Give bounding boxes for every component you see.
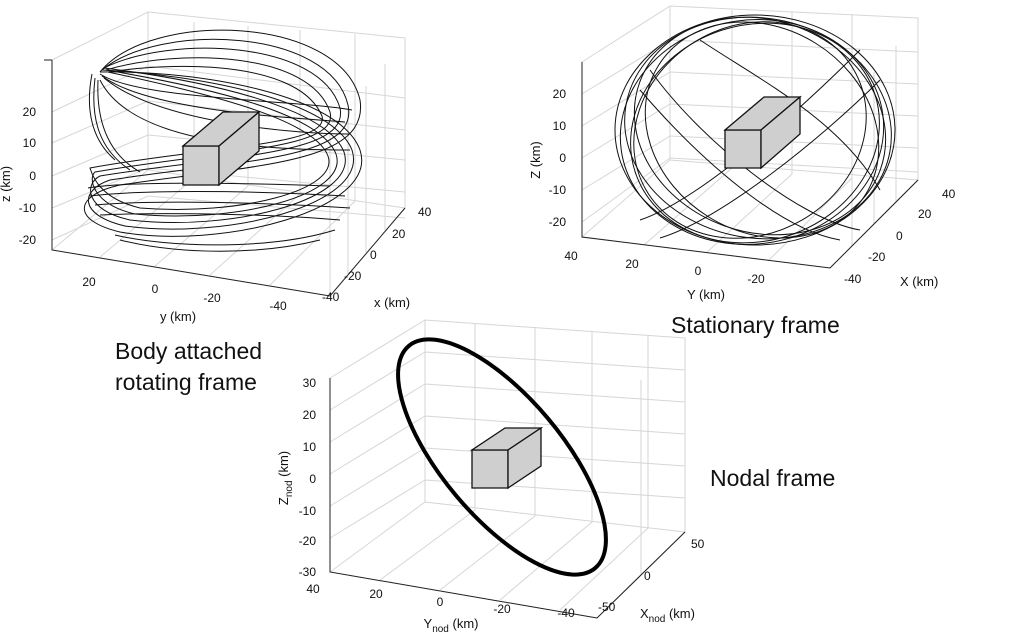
caption-stationary-frame: Stationary frame	[671, 310, 840, 341]
tick-label: 40	[942, 187, 956, 201]
tick-label: 20	[553, 87, 567, 101]
tick-label: 20	[369, 587, 383, 601]
tick-label: -20	[19, 233, 37, 247]
tick-label: 20	[392, 227, 406, 241]
panel-stationary-box	[723, 95, 802, 170]
axis-label-x: Xnod (km)	[640, 606, 695, 625]
panel-body-z-ticks: 20 10 0 -10 -20	[19, 105, 37, 247]
panel-nodal-x-ticks: 50 0 -50	[598, 537, 705, 614]
caption-line: Body attached	[115, 338, 263, 364]
tick-label: -40	[269, 299, 287, 313]
panel-body-axes	[44, 59, 406, 297]
axis-label-z: Znod (km)	[276, 451, 295, 505]
tick-label: 40	[418, 205, 432, 219]
panel-nodal-z-ticks: 30 20 10 0 -10 -20 -30	[299, 376, 317, 579]
axis-label-x: X (km)	[900, 274, 938, 289]
caption-line: Nodal frame	[710, 465, 836, 491]
panel-stationary-y-ticks: 40 20 0 -20	[564, 249, 765, 286]
tick-label: 40	[564, 249, 578, 263]
panel-stationary-x-ticks: 40 20 0 -20 -40	[844, 187, 956, 286]
tick-label: -20	[493, 602, 511, 616]
tick-label: 20	[303, 408, 317, 422]
tick-label: 40	[306, 582, 320, 596]
tick-label: -40	[557, 606, 575, 620]
panel-stationary-z-ticks: 20 10 0 -10 -20	[549, 87, 567, 229]
panel-body-box	[181, 110, 261, 187]
tick-label: 50	[691, 537, 705, 551]
tick-label: 10	[303, 440, 317, 454]
panel-stationary-axes	[581, 62, 919, 269]
panel-body-y-ticks: 20 0 -20 -40	[82, 275, 287, 313]
tick-label: -40	[844, 272, 862, 286]
axis-label-z: Z (km)	[528, 141, 543, 179]
nodal-orbit	[396, 337, 608, 577]
panel-nodal-axes	[329, 378, 686, 619]
tick-label: 20	[918, 207, 932, 221]
tick-label: -10	[299, 504, 317, 518]
tick-label: 0	[437, 595, 444, 609]
tick-label: -30	[299, 565, 317, 579]
tick-label: 0	[309, 472, 316, 486]
caption-body-frame: Body attached rotating frame	[115, 336, 262, 398]
panel-body-x-ticks: 40 20 0 -20 -40	[322, 205, 432, 304]
panel-nodal-frame: 30 20 10 0 -10 -20 -30 Znod (km) 50 0 -5…	[276, 319, 705, 635]
tick-label: -50	[598, 600, 616, 614]
tick-label: -20	[868, 250, 886, 264]
axis-label-z: z (km)	[0, 166, 13, 202]
axis-label-x: x (km)	[374, 295, 410, 310]
axis-label-y: Y (km)	[687, 287, 725, 302]
panel-stationary-frame: 20 10 0 -10 -20 Z (km) 40 20 0 -20 -40 X…	[528, 5, 956, 302]
caption-line: Stationary frame	[671, 312, 840, 338]
tick-label: -40	[322, 290, 340, 304]
tick-label: 0	[559, 151, 566, 165]
panel-nodal-box	[469, 426, 544, 490]
tick-label: 0	[695, 264, 702, 278]
tick-label: 20	[82, 275, 96, 289]
tick-label: -20	[203, 291, 221, 305]
panel-nodal-grid	[329, 319, 686, 619]
tick-label: 0	[29, 169, 36, 183]
caption-line: rotating frame	[115, 369, 257, 395]
tick-label: 10	[553, 119, 567, 133]
tick-label: 20	[23, 105, 37, 119]
tick-label: -20	[299, 534, 317, 548]
axis-label-y: Ynod (km)	[424, 616, 479, 635]
tick-label: -20	[344, 269, 362, 283]
tick-label: 0	[152, 282, 159, 296]
tick-label: 20	[625, 257, 639, 271]
tick-label: -10	[19, 201, 37, 215]
tick-label: -20	[549, 215, 567, 229]
tick-label: 0	[896, 229, 903, 243]
tick-label: 30	[303, 376, 317, 390]
axis-label-y: y (km)	[160, 309, 196, 324]
tick-label: -10	[549, 183, 567, 197]
tick-label: 0	[370, 248, 377, 262]
panel-body-trajectory	[83, 29, 363, 252]
tick-label: 10	[23, 136, 37, 150]
panel-nodal-y-ticks: 40 20 0 -20 -40	[306, 582, 575, 620]
panel-body-frame: 20 10 0 -10 -20 z (km) 40 20 0 -20 -40 x…	[0, 11, 432, 324]
tick-label: 0	[644, 569, 651, 583]
tick-label: -20	[747, 272, 765, 286]
caption-nodal-frame: Nodal frame	[710, 463, 835, 494]
